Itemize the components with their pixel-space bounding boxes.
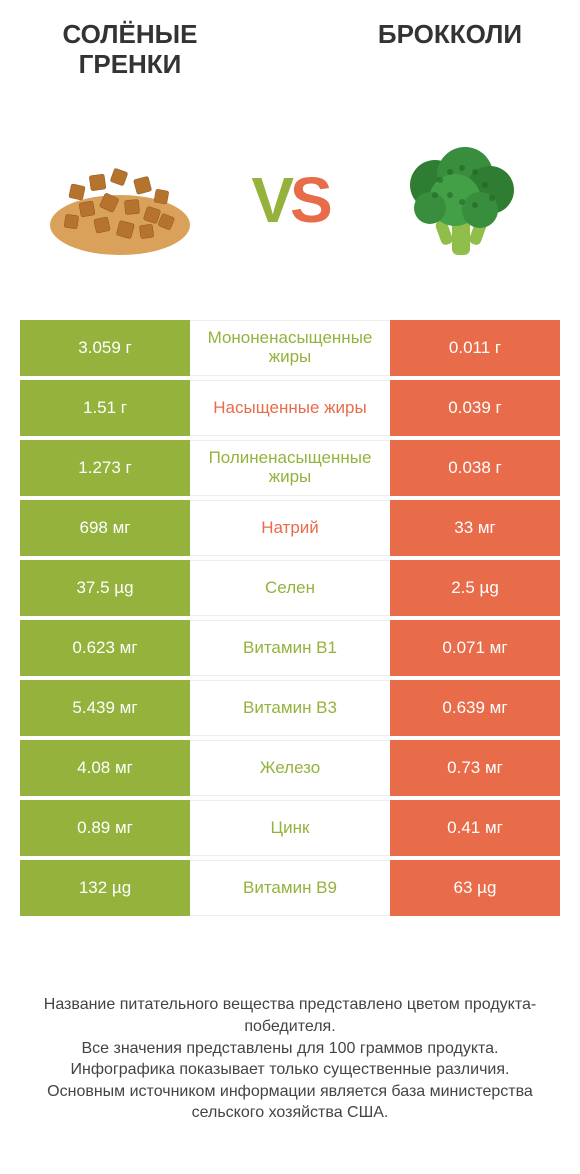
cell-right-value: 0.639 мг — [390, 680, 560, 736]
cell-nutrient-label: Полиненасыщенные жиры — [190, 440, 390, 496]
cell-nutrient-label: Железо — [190, 740, 390, 796]
cell-left-value: 1.273 г — [20, 440, 190, 496]
cell-left-value: 5.439 мг — [20, 680, 190, 736]
table-row: 0.89 мгЦинк0.41 мг — [20, 800, 560, 856]
cell-nutrient-label: Витамин B1 — [190, 620, 390, 676]
table-row: 5.439 мгВитамин B30.639 мг — [20, 680, 560, 736]
footer-note: Название питательного вещества представл… — [30, 994, 550, 1124]
cell-left-value: 0.623 мг — [20, 620, 190, 676]
vs-s: S — [290, 164, 329, 236]
cell-nutrient-label: Цинк — [190, 800, 390, 856]
vs-v: V — [251, 164, 290, 236]
cell-nutrient-label: Насыщенные жиры — [190, 380, 390, 436]
table-row: 132 µgВитамин B963 µg — [20, 860, 560, 916]
table-row: 3.059 гМононенасыщенные жиры0.011 г — [20, 320, 560, 376]
footer-line-3: Инфографика показывает только существенн… — [30, 1059, 550, 1081]
footer-line-2: Все значения представлены для 100 граммо… — [30, 1038, 550, 1060]
cell-nutrient-label: Натрий — [190, 500, 390, 556]
title-left: СОЛЁНЫЕ ГРЕНКИ — [30, 20, 230, 80]
footer-line-1: Название питательного вещества представл… — [30, 994, 550, 1037]
cell-left-value: 1.51 г — [20, 380, 190, 436]
broccoli-icon — [380, 130, 540, 270]
cell-right-value: 2.5 µg — [390, 560, 560, 616]
cell-nutrient-label: Витамин B3 — [190, 680, 390, 736]
cell-right-value: 0.071 мг — [390, 620, 560, 676]
cell-left-value: 4.08 мг — [20, 740, 190, 796]
hero-row: VS — [0, 110, 580, 290]
table-row: 1.273 гПолиненасыщенные жиры0.038 г — [20, 440, 560, 496]
cell-left-value: 698 мг — [20, 500, 190, 556]
cell-right-value: 63 µg — [390, 860, 560, 916]
cell-right-value: 0.039 г — [390, 380, 560, 436]
title-right: БРОККОЛИ — [350, 20, 550, 50]
table-row: 698 мгНатрий33 мг — [20, 500, 560, 556]
table-row: 1.51 гНасыщенные жиры0.039 г — [20, 380, 560, 436]
cell-nutrient-label: Селен — [190, 560, 390, 616]
cell-nutrient-label: Мононенасыщенные жиры — [190, 320, 390, 376]
table-row: 4.08 мгЖелезо0.73 мг — [20, 740, 560, 796]
cell-right-value: 33 мг — [390, 500, 560, 556]
cell-left-value: 0.89 мг — [20, 800, 190, 856]
cell-left-value: 132 µg — [20, 860, 190, 916]
table-row: 37.5 µgСелен2.5 µg — [20, 560, 560, 616]
nutrition-table: 3.059 гМононенасыщенные жиры0.011 г1.51 … — [20, 320, 560, 916]
croutons-icon — [40, 130, 200, 270]
cell-left-value: 3.059 г — [20, 320, 190, 376]
cell-nutrient-label: Витамин B9 — [190, 860, 390, 916]
table-row: 0.623 мгВитамин B10.071 мг — [20, 620, 560, 676]
footer-line-4: Основным источником информации является … — [30, 1081, 550, 1124]
cell-right-value: 0.73 мг — [390, 740, 560, 796]
vs-label: VS — [251, 163, 328, 237]
cell-right-value: 0.038 г — [390, 440, 560, 496]
header: СОЛЁНЫЕ ГРЕНКИ БРОККОЛИ — [0, 0, 580, 110]
cell-left-value: 37.5 µg — [20, 560, 190, 616]
cell-right-value: 0.011 г — [390, 320, 560, 376]
cell-right-value: 0.41 мг — [390, 800, 560, 856]
